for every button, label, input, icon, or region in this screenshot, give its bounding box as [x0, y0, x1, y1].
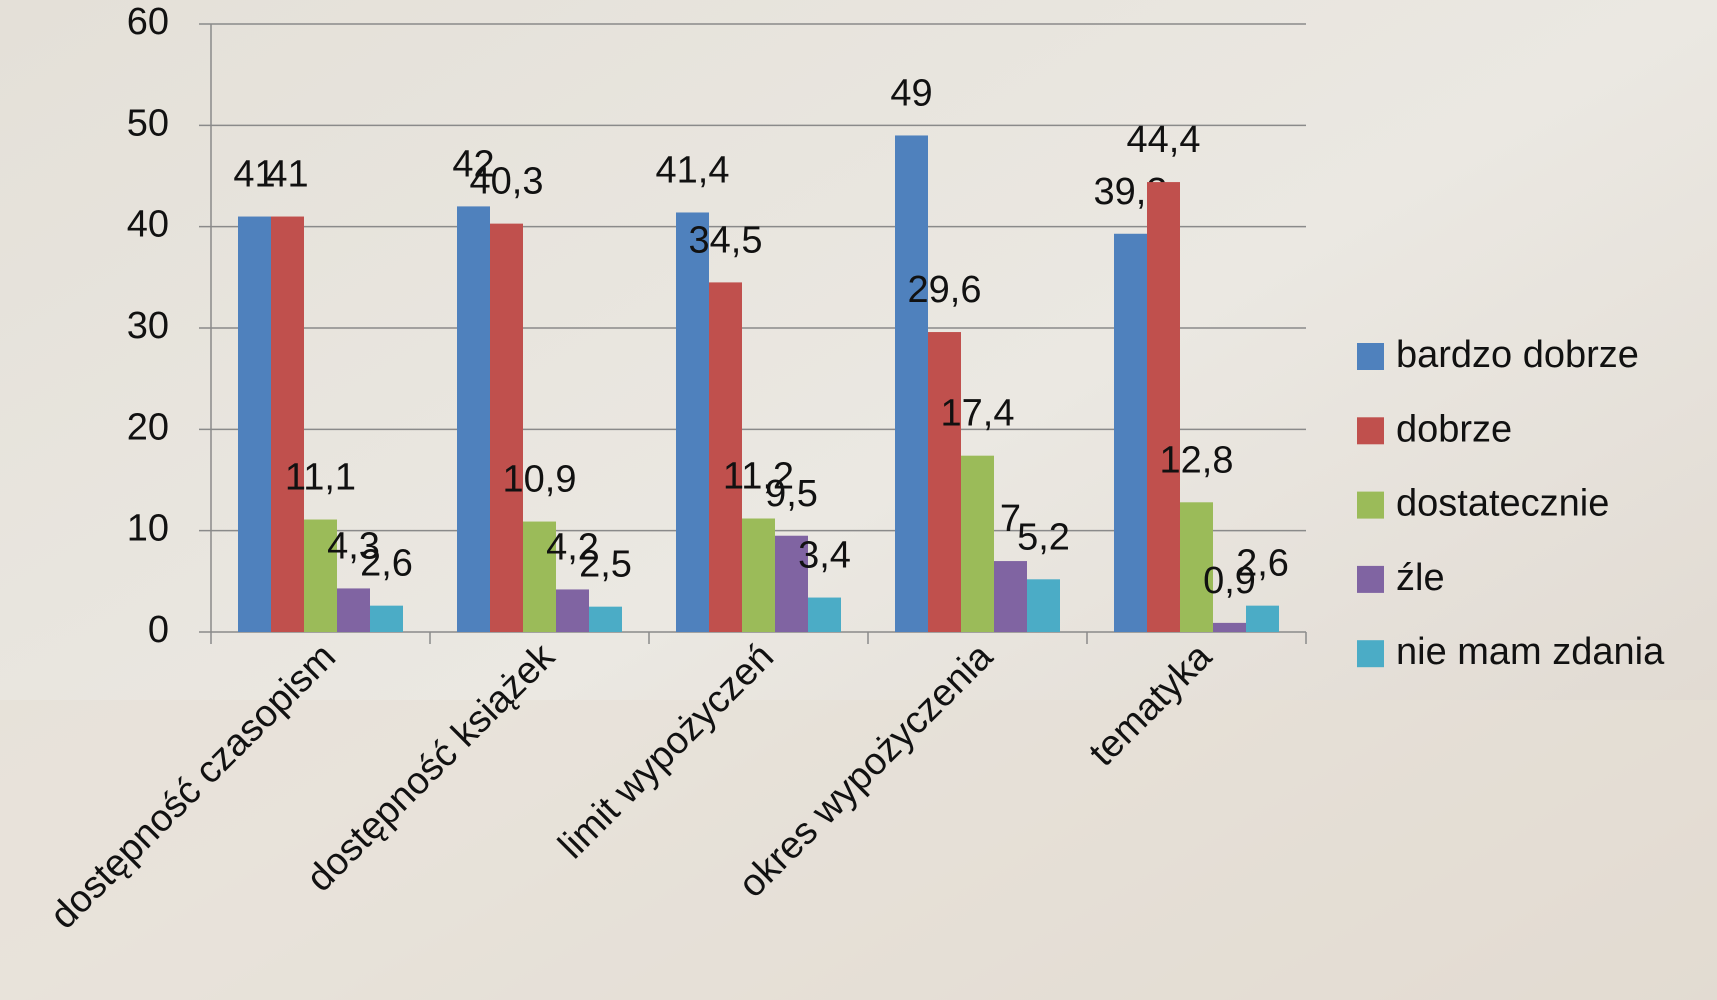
bar [304, 519, 337, 632]
value-label: 7 [1000, 498, 1021, 540]
bar [709, 282, 742, 632]
bar [337, 588, 370, 632]
value-label: 41,4 [656, 150, 730, 192]
bar [1147, 182, 1180, 632]
bar [1246, 605, 1279, 632]
value-label: 2,6 [360, 543, 413, 585]
value-label: 41 [266, 154, 308, 196]
legend-swatch [1357, 491, 1384, 519]
legend-swatch [1357, 417, 1384, 445]
bar [775, 535, 808, 632]
value-label: 40,3 [470, 161, 544, 203]
value-label: 4,3 [327, 525, 380, 567]
bar [676, 212, 709, 633]
legend-label: dostatecznie [1396, 483, 1609, 525]
value-label: 10,9 [503, 459, 577, 501]
value-label: 5,2 [1017, 516, 1070, 558]
bar [556, 589, 589, 632]
value-label: 44,4 [1127, 119, 1201, 161]
y-tick-label: 40 [127, 204, 169, 246]
bar [271, 216, 304, 633]
y-tick-label: 30 [127, 305, 169, 347]
bar [490, 223, 523, 633]
legend-label: źle [1396, 557, 1445, 599]
value-label: 29,6 [908, 269, 982, 311]
bar [961, 455, 994, 632]
value-label: 0,9 [1203, 560, 1256, 602]
bar [1213, 622, 1246, 632]
value-label: 41 [233, 154, 275, 196]
y-tick-label: 50 [127, 102, 169, 144]
value-label: 11,2 [723, 456, 794, 498]
y-tick-label: 60 [127, 1, 169, 43]
bar [589, 606, 622, 632]
value-label: 2,6 [1236, 543, 1289, 585]
bar [523, 521, 556, 632]
bar [928, 332, 961, 632]
value-label: 34,5 [689, 219, 763, 261]
bar [457, 206, 490, 632]
bar [994, 561, 1027, 632]
legend-label: nie mam zdania [1396, 631, 1665, 673]
value-label: 12,8 [1160, 439, 1234, 481]
bar [238, 216, 271, 633]
bar [808, 597, 841, 632]
value-label: 17,4 [941, 393, 1015, 435]
bar [1114, 233, 1147, 632]
value-label: 49 [890, 72, 932, 114]
legend-label: bardzo dobrze [1396, 334, 1639, 376]
legend-swatch [1357, 640, 1384, 668]
y-tick-label: 0 [148, 609, 169, 651]
bar [1180, 502, 1213, 632]
y-tick-label: 20 [127, 406, 169, 448]
bar [1027, 579, 1060, 632]
value-label: 2,5 [579, 544, 632, 586]
legend-swatch [1357, 565, 1384, 593]
value-label: 3,4 [798, 535, 851, 577]
bar [895, 135, 928, 632]
bar [742, 518, 775, 632]
bar [370, 605, 403, 632]
legend-swatch [1357, 343, 1384, 370]
value-label: 11,1 [285, 457, 356, 499]
value-label: 9,5 [765, 473, 818, 515]
value-label: 42 [452, 143, 494, 185]
value-label: 4,2 [546, 526, 599, 568]
y-tick-label: 10 [127, 508, 169, 550]
legend-label: dobrze [1396, 408, 1512, 450]
background-floor [0, 700, 1717, 1000]
